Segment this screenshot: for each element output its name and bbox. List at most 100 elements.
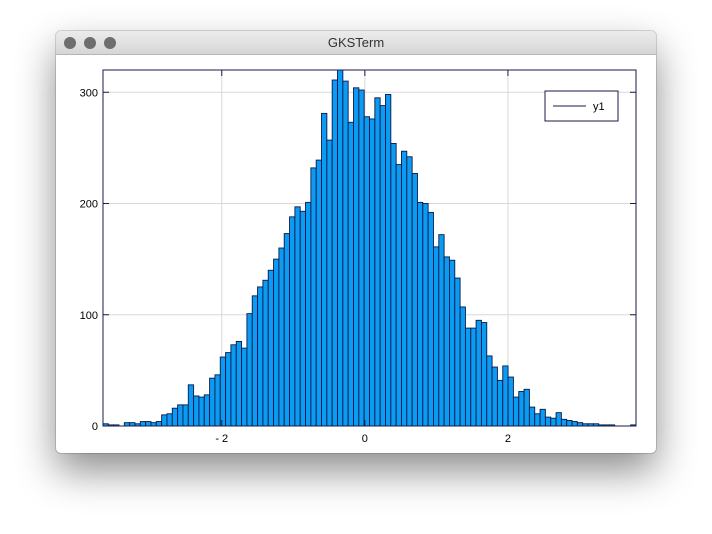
legend: y1 (544, 90, 619, 122)
histogram-bar (496, 379, 504, 427)
histogram-bar (523, 388, 530, 427)
close-button[interactable] (64, 37, 76, 49)
histogram-bar (534, 413, 541, 427)
histogram-bar (385, 94, 392, 427)
y-tick-label: 300 (80, 87, 98, 99)
histogram-bar (379, 105, 386, 427)
y-tick-label: 100 (80, 310, 98, 322)
histogram-bar (145, 421, 152, 427)
histogram-bar (502, 365, 509, 427)
histogram-bar (369, 118, 376, 427)
histogram-bar (512, 396, 520, 427)
histogram-bar (315, 159, 322, 427)
histogram-bar (480, 322, 488, 427)
histogram-bar (507, 376, 514, 427)
histogram-bar (331, 79, 338, 427)
histogram-bar (401, 150, 408, 427)
histogram-bar (363, 116, 370, 427)
histogram-bar (475, 319, 482, 427)
histogram-bar (177, 404, 184, 427)
x-tick-label: 2 (505, 433, 511, 445)
histogram-bar (161, 414, 168, 427)
histogram-bar (560, 418, 568, 427)
legend-label-y1: y1 (593, 101, 605, 113)
histogram-bar (433, 246, 440, 427)
histogram-bar (150, 422, 157, 427)
histogram-bar (454, 277, 461, 427)
window-title: GKSTerm (327, 35, 385, 50)
histogram-bar (198, 396, 205, 427)
histogram-bar (267, 269, 275, 427)
histogram-bar (262, 279, 269, 427)
histogram-bar (273, 258, 280, 427)
histogram-bar (486, 355, 493, 427)
histogram-bar (390, 142, 397, 427)
histogram-bar (214, 374, 221, 427)
histogram-bar (438, 234, 445, 427)
x-tick-label: 0 (362, 433, 368, 445)
histogram-bar (155, 421, 163, 427)
histogram-bar (289, 216, 296, 427)
histogram-bar (235, 341, 243, 427)
histogram-bar (555, 412, 562, 427)
histogram-bar (544, 416, 552, 427)
histogram-bar (459, 306, 466, 427)
histogram-bar (576, 422, 584, 427)
histogram-bar (230, 344, 237, 427)
histogram-bar (251, 295, 259, 427)
histogram-bar (321, 112, 328, 427)
histogram-bar (417, 201, 424, 427)
histogram-bar (187, 384, 195, 427)
histogram-bar (294, 206, 301, 427)
histogram-bar (374, 97, 381, 427)
histogram-bar (566, 419, 573, 427)
histogram-bar (241, 347, 248, 427)
minimize-button[interactable] (84, 37, 96, 49)
histogram-bar (283, 233, 291, 427)
histogram-bar (182, 404, 189, 427)
histogram-bar (225, 352, 232, 427)
histogram-bar (209, 377, 216, 427)
title-bar[interactable]: GKSTerm (56, 31, 656, 55)
histogram-bar (310, 167, 317, 427)
axes-frame (102, 69, 637, 427)
histogram-bar (528, 406, 536, 427)
histogram-bar (353, 87, 360, 427)
histogram-bar (464, 327, 472, 427)
histogram-bar (427, 211, 434, 427)
histogram-bar (246, 313, 253, 427)
histogram-bar (203, 394, 211, 427)
histogram-bar (470, 327, 477, 427)
histogram-bar (571, 421, 578, 427)
histogram-bar (166, 413, 173, 427)
histogram-bar (406, 156, 413, 427)
histogram-bar (299, 210, 306, 427)
histogram-bar (326, 139, 333, 427)
histogram-bar (123, 422, 131, 427)
histogram-bar (449, 259, 456, 427)
histogram-bar (443, 256, 450, 427)
histogram-bar (347, 121, 354, 427)
histogram-bar (358, 89, 365, 427)
histogram-bar (342, 80, 349, 427)
histogram-bar (139, 421, 147, 427)
zoom-button[interactable] (104, 37, 116, 49)
y-tick-label: 200 (80, 199, 98, 211)
histogram-bar (518, 391, 525, 427)
histogram-bar (337, 69, 344, 427)
histogram-bar (219, 356, 227, 427)
y-tick-label: 0 (92, 421, 98, 433)
histogram-bar (539, 408, 546, 427)
histogram-bar (171, 407, 179, 427)
x-tick-label: - 2 (215, 433, 228, 445)
histogram-bar (422, 203, 429, 427)
histogram-bar (491, 366, 498, 427)
histogram-bar (193, 395, 200, 427)
histogram-bar (395, 164, 402, 427)
histogram-bar (305, 201, 312, 427)
histogram-bar (278, 247, 285, 427)
histogram-bar (129, 422, 136, 427)
histogram-bar (550, 417, 557, 427)
histogram-bar (411, 173, 418, 427)
